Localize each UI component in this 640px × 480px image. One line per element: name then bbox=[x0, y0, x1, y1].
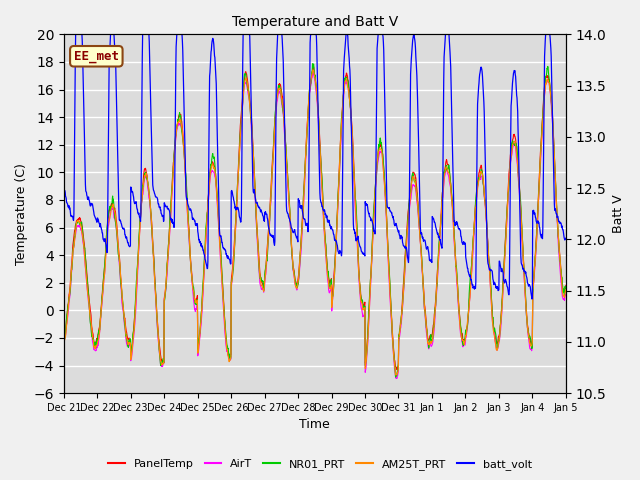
PanelTemp bbox=[228, 274, 236, 279]
X-axis label: Time: Time bbox=[300, 419, 330, 432]
PanelTemp bbox=[393, 367, 401, 372]
AirT bbox=[172, 139, 179, 145]
Line: AM25T_PRT: AM25T_PRT bbox=[64, 70, 566, 375]
AirT bbox=[159, 359, 167, 365]
NR01_PRT bbox=[392, 374, 399, 380]
Line: batt_volt: batt_volt bbox=[64, 35, 566, 299]
PanelTemp bbox=[503, 210, 511, 216]
Y-axis label: Batt V: Batt V bbox=[612, 194, 625, 233]
batt_volt bbox=[172, 67, 180, 72]
Text: EE_met: EE_met bbox=[74, 50, 119, 63]
batt_volt bbox=[60, 185, 68, 191]
AirT bbox=[228, 282, 236, 288]
NR01_PRT bbox=[393, 371, 401, 376]
PanelTemp bbox=[562, 283, 570, 288]
NR01_PRT bbox=[562, 284, 570, 290]
AM25T_PRT bbox=[503, 215, 511, 221]
AM25T_PRT bbox=[393, 372, 401, 377]
AM25T_PRT bbox=[159, 360, 167, 365]
Legend: PanelTemp, AirT, NR01_PRT, AM25T_PRT, batt_volt: PanelTemp, AirT, NR01_PRT, AM25T_PRT, ba… bbox=[104, 455, 536, 474]
AirT bbox=[393, 375, 401, 381]
PanelTemp bbox=[459, 333, 467, 339]
batt_volt bbox=[228, 188, 236, 194]
AirT bbox=[503, 218, 511, 224]
Line: AirT: AirT bbox=[64, 72, 566, 378]
Y-axis label: Temperature (C): Temperature (C) bbox=[15, 163, 28, 264]
batt_volt bbox=[502, 280, 510, 286]
AirT bbox=[309, 70, 317, 75]
AM25T_PRT bbox=[228, 280, 236, 286]
PanelTemp bbox=[310, 64, 317, 70]
NR01_PRT bbox=[172, 133, 179, 139]
batt_volt bbox=[393, 223, 401, 228]
NR01_PRT bbox=[60, 340, 68, 346]
AM25T_PRT bbox=[459, 338, 467, 344]
AM25T_PRT bbox=[392, 372, 400, 378]
AirT bbox=[562, 291, 570, 297]
Line: PanelTemp: PanelTemp bbox=[64, 67, 566, 370]
NR01_PRT bbox=[159, 356, 167, 361]
NR01_PRT bbox=[228, 279, 236, 285]
batt_volt bbox=[528, 296, 536, 302]
AM25T_PRT bbox=[60, 341, 68, 347]
Title: Temperature and Batt V: Temperature and Batt V bbox=[232, 15, 398, 29]
AirT bbox=[459, 342, 467, 348]
NR01_PRT bbox=[503, 210, 511, 216]
NR01_PRT bbox=[308, 61, 316, 67]
batt_volt bbox=[160, 218, 168, 224]
batt_volt bbox=[458, 240, 466, 246]
Line: NR01_PRT: NR01_PRT bbox=[64, 64, 566, 377]
batt_volt bbox=[72, 32, 79, 37]
PanelTemp bbox=[393, 365, 401, 371]
PanelTemp bbox=[60, 336, 68, 342]
AM25T_PRT bbox=[562, 287, 570, 293]
AM25T_PRT bbox=[172, 138, 179, 144]
NR01_PRT bbox=[459, 340, 467, 346]
batt_volt bbox=[562, 235, 570, 241]
PanelTemp bbox=[172, 136, 179, 142]
AirT bbox=[60, 341, 68, 347]
PanelTemp bbox=[159, 357, 167, 363]
AirT bbox=[393, 375, 401, 381]
AM25T_PRT bbox=[309, 67, 317, 73]
